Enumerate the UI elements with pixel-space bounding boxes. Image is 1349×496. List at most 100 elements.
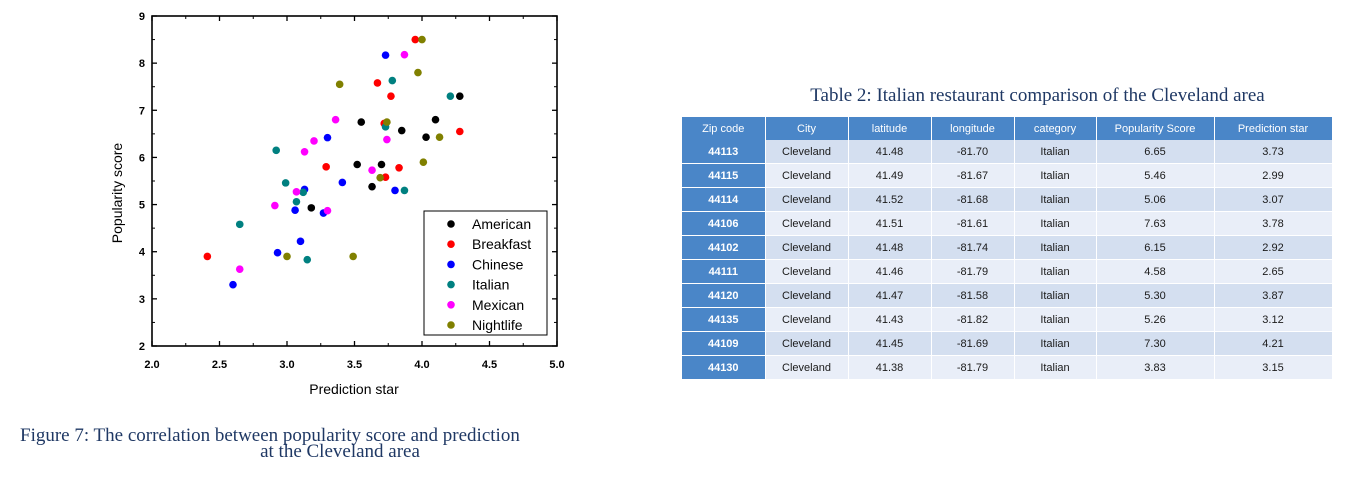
point-chinese (229, 280, 237, 289)
point-nightlife (383, 118, 391, 126)
cell-zip-code: 44102 (682, 235, 766, 260)
legend-label-american: American (472, 216, 531, 232)
legend-marker-italian (447, 280, 455, 289)
cell-latitude: 41.45 (848, 331, 932, 356)
table-row: 44115 Cleveland 41.49 -81.67 Italian 5.46 2.99 (682, 163, 1333, 188)
point-chinese (381, 51, 390, 59)
point-italian (292, 197, 301, 206)
cell-longitude: -81.74 (931, 235, 1015, 260)
table-body: 44113 Cleveland 41.48 -81.70 Italian 6.65 3.73… (682, 140, 1333, 380)
table-row: 44106 Cleveland 41.51 -81.61 Italian 7.63 3.78 (682, 211, 1333, 236)
cell-category: Italian (1014, 259, 1097, 284)
x-tick-label: 4.5 (482, 359, 497, 371)
point-chinese (323, 133, 332, 142)
point-american (368, 182, 376, 191)
y-tick-label: 6 (139, 152, 145, 164)
cell-popularity-score: 5.26 (1096, 307, 1215, 332)
cell-zip-code: 44106 (682, 211, 766, 236)
x-axis-label: Prediction star (309, 381, 399, 397)
cell-city: Cleveland (765, 283, 849, 308)
point-chinese (296, 237, 305, 246)
cell-zip-code: 44135 (682, 307, 766, 332)
point-american (397, 126, 406, 135)
cell-city: Cleveland (765, 140, 849, 164)
x-tick-label: 5.0 (549, 359, 564, 371)
legend-marker-breakfast (447, 240, 455, 248)
legend-marker-american (447, 220, 455, 228)
cell-longitude: -81.58 (931, 283, 1015, 308)
point-italian (272, 146, 280, 155)
cell-city: Cleveland (765, 355, 849, 380)
cell-city: Cleveland (765, 211, 849, 236)
point-italian (446, 92, 455, 100)
cell-prediction-star: 2.99 (1214, 163, 1333, 188)
point-mexican (300, 147, 309, 156)
cell-zip-code: 44115 (682, 163, 766, 188)
cell-latitude: 41.38 (848, 355, 932, 380)
cell-zip-code: 44114 (682, 187, 766, 212)
cell-latitude: 41.52 (848, 187, 932, 212)
point-nightlife (349, 252, 357, 261)
cell-popularity-score: 7.63 (1096, 211, 1215, 236)
header-popularity-score: Popularity Score (1096, 117, 1215, 140)
legend-marker-chinese (447, 260, 455, 269)
cell-category: Italian (1014, 331, 1097, 356)
cell-city: Cleveland (765, 331, 849, 356)
cell-prediction-star: 3.15 (1214, 355, 1333, 380)
table-row: 44109 Cleveland 41.45 -81.69 Italian 7.30 4.21 (682, 331, 1333, 356)
cell-latitude: 41.49 (848, 163, 932, 188)
y-tick-label: 9 (139, 11, 145, 23)
cell-longitude: -81.70 (931, 140, 1015, 164)
restaurant-table: Zip code City latitude longitude categor… (682, 117, 1333, 380)
y-axis-label: Popularity score (109, 143, 125, 244)
cell-longitude: -81.82 (931, 307, 1015, 332)
point-american (357, 118, 366, 126)
cell-prediction-star: 3.07 (1214, 187, 1333, 212)
cell-zip-code: 44120 (682, 283, 766, 308)
point-italian (388, 76, 397, 85)
point-nightlife (419, 158, 428, 166)
cell-longitude: -81.61 (931, 211, 1015, 236)
legend-label-breakfast: Breakfast (472, 236, 531, 252)
point-mexican (292, 188, 301, 196)
cell-latitude: 41.46 (848, 259, 932, 284)
table-row: 44135 Cleveland 41.43 -81.82 Italian 5.26 3.12 (682, 307, 1333, 332)
legend-box (423, 210, 548, 336)
point-breakfast (387, 92, 395, 100)
cell-prediction-star: 3.87 (1214, 283, 1333, 308)
point-breakfast (395, 164, 403, 172)
cell-category: Italian (1014, 355, 1097, 380)
point-nightlife (283, 252, 291, 261)
x-tick-label: 2.5 (212, 359, 227, 371)
header-latitude: latitude (848, 117, 932, 140)
y-tick-label: 8 (139, 58, 145, 70)
cell-popularity-score: 5.46 (1096, 163, 1215, 188)
point-italian (299, 188, 307, 197)
cell-latitude: 41.48 (848, 140, 932, 164)
cell-longitude: -81.69 (931, 331, 1015, 356)
point-mexican (331, 115, 340, 124)
cell-popularity-score: 7.30 (1096, 331, 1215, 356)
cell-zip-code: 44111 (682, 259, 766, 284)
header-zip-code: Zip code (682, 117, 766, 140)
cell-longitude: -81.68 (931, 187, 1015, 212)
cell-city: Cleveland (765, 307, 849, 332)
table-row: 44130 Cleveland 41.38 -81.79 Italian 3.83 3.15 (682, 355, 1333, 380)
point-nightlife (335, 80, 344, 89)
legend: American Breakfast Chinese Italian Mexican Ni… (423, 210, 548, 336)
table-row: 44114 Cleveland 41.52 -81.68 Italian 5.06 3.07 (682, 187, 1333, 212)
y-tick-label: 5 (139, 200, 145, 212)
cell-latitude: 41.47 (848, 283, 932, 308)
cell-popularity-score: 6.65 (1096, 140, 1215, 164)
table-row: 44120 Cleveland 41.47 -81.58 Italian 5.30 3.87 (682, 283, 1333, 308)
header-longitude: longitude (931, 117, 1015, 140)
point-breakfast (322, 163, 330, 171)
cell-prediction-star: 3.78 (1214, 211, 1333, 236)
table-header-row: Zip code City latitude longitude categor… (682, 117, 1333, 140)
cell-prediction-star: 2.65 (1214, 259, 1333, 284)
table-caption: Table 2: Italian restaurant comparison o… (810, 85, 1265, 106)
cell-category: Italian (1014, 283, 1097, 308)
plot-frame (151, 15, 558, 347)
point-chinese (338, 178, 347, 187)
y-tick-label: 7 (139, 105, 145, 117)
